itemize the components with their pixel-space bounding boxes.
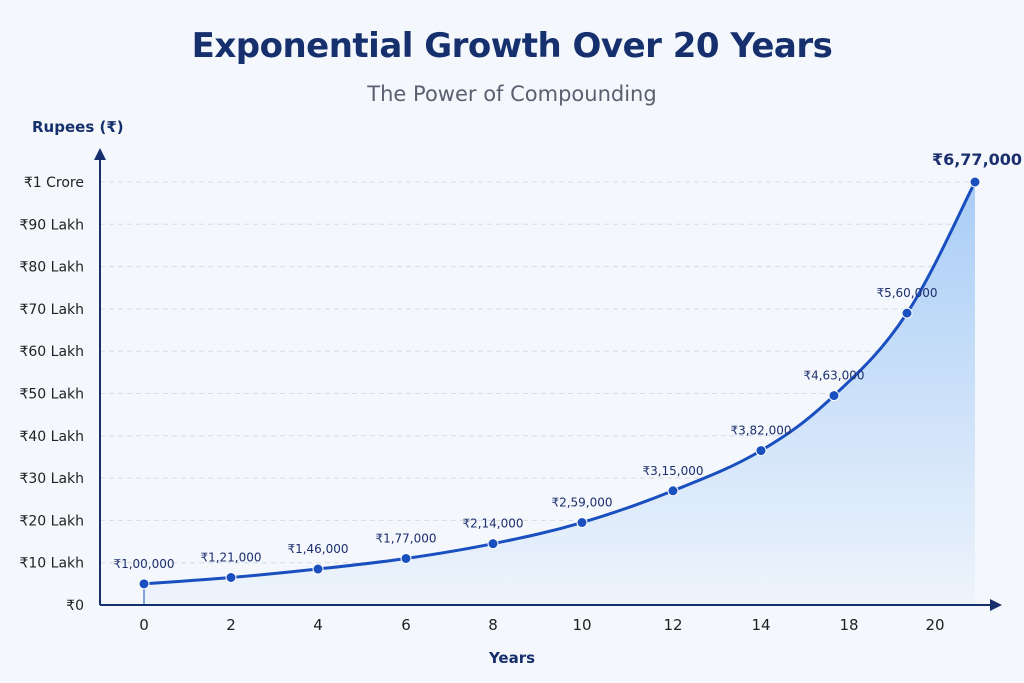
x-tick-label: 2 bbox=[226, 616, 236, 634]
x-tick-label: 20 bbox=[925, 616, 944, 634]
data-point bbox=[225, 572, 237, 584]
data-label: ₹3,15,000 bbox=[642, 464, 703, 478]
y-tick-label: ₹70 Lakh bbox=[19, 302, 84, 318]
data-label: ₹2,59,000 bbox=[551, 496, 612, 510]
y-tick-label: ₹20 Lakh bbox=[19, 513, 84, 529]
area-fill bbox=[144, 182, 975, 605]
x-tick-label: 18 bbox=[839, 616, 858, 634]
chart-subtitle: The Power of Compounding bbox=[367, 82, 657, 106]
data-label: ₹2,14,000 bbox=[462, 517, 523, 531]
y-tick-label: ₹1 Crore bbox=[24, 175, 84, 191]
x-tick-label: 14 bbox=[751, 616, 770, 634]
x-tick-label: 0 bbox=[139, 616, 149, 634]
data-point bbox=[487, 538, 499, 550]
x-tick-label: 10 bbox=[572, 616, 591, 634]
y-axis-label: Rupees (₹) bbox=[32, 118, 124, 136]
y-tick-label: ₹40 Lakh bbox=[19, 429, 84, 445]
data-label: ₹1,77,000 bbox=[375, 531, 436, 545]
chart-title: Exponential Growth Over 20 Years bbox=[191, 26, 833, 66]
y-tick-label: ₹50 Lakh bbox=[19, 387, 84, 403]
data-point bbox=[901, 307, 913, 319]
data-point bbox=[576, 517, 588, 529]
data-label: ₹5,60,000 bbox=[876, 286, 937, 300]
x-tick-label: 4 bbox=[313, 616, 323, 634]
data-point bbox=[312, 563, 324, 575]
y-tick-label: ₹90 Lakh bbox=[19, 217, 84, 233]
series-line bbox=[142, 180, 977, 586]
data-point bbox=[138, 578, 150, 590]
y-axis-arrow bbox=[94, 148, 106, 160]
data-label: ₹1,21,000 bbox=[200, 551, 261, 565]
y-tick-label: ₹30 Lakh bbox=[19, 471, 84, 487]
x-axis-label: Years bbox=[488, 649, 535, 667]
x-tick-label: 12 bbox=[663, 616, 682, 634]
data-label: ₹1,00,000 bbox=[113, 557, 174, 571]
x-tick-label: 6 bbox=[401, 616, 411, 634]
data-point bbox=[828, 390, 840, 402]
x-tick-label: 8 bbox=[488, 616, 498, 634]
data-point bbox=[400, 552, 412, 564]
x-axis-arrow bbox=[990, 599, 1002, 611]
data-point bbox=[667, 485, 679, 497]
y-tick-label: ₹60 Lakh bbox=[19, 344, 84, 360]
data-label: ₹1,46,000 bbox=[287, 542, 348, 556]
data-label: ₹3,82,000 bbox=[730, 424, 791, 438]
data-point bbox=[969, 176, 981, 188]
y-tick-label: ₹10 Lakh bbox=[19, 556, 84, 572]
y-tick-label: ₹0 bbox=[66, 598, 84, 614]
data-label: ₹4,63,000 bbox=[803, 369, 864, 383]
data-label: ₹6,77,000 bbox=[932, 150, 1022, 169]
y-tick-label: ₹80 Lakh bbox=[19, 260, 84, 276]
data-point bbox=[755, 445, 767, 457]
